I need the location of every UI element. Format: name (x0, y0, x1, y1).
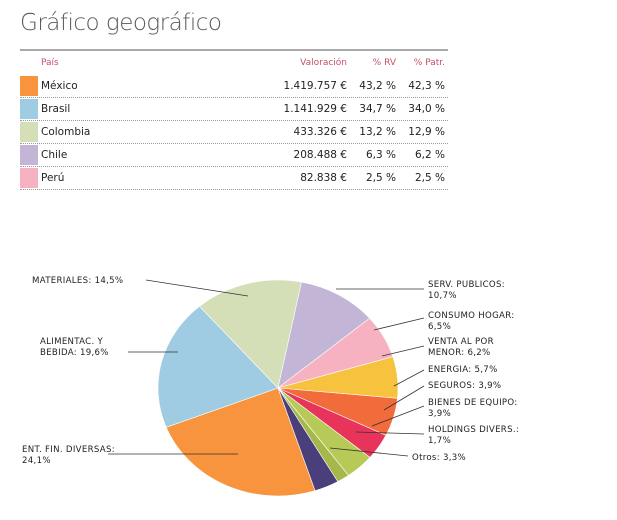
table-row: Colombia 433.326 € 13,2 % 12,9 % (20, 121, 448, 144)
cell-patrimony: 42,3 % (408, 80, 445, 92)
table-row: México 1.419.757 € 43,2 % 42,3 % (20, 75, 448, 98)
color-swatch (20, 76, 38, 96)
slice-label-line: 24,1% (22, 456, 51, 466)
leader-line (393, 369, 425, 387)
slice-label-line: 3,9% (428, 409, 451, 419)
slice-label-line: 6,5% (428, 322, 451, 332)
slice-label-line: ALIMENTAC. Y (40, 337, 104, 347)
color-swatch (20, 145, 38, 165)
slice-label: CONSUMO HOGAR: 6,5% (428, 311, 514, 332)
cell-rv: 13,2 % (359, 126, 396, 138)
cell-rv: 43,2 % (359, 80, 396, 92)
slice-label-line: HOLDINGS DIVERS.: (428, 425, 519, 435)
slice-label-line: MENOR: 6,2% (428, 348, 491, 358)
slice-label-line: ENERGIA: 5,7% (428, 365, 498, 375)
pie-slice (277, 387, 339, 492)
cell-valuation: 208.488 € (293, 149, 347, 161)
header-valuation: Valoración (300, 58, 347, 68)
cell-valuation: 433.326 € (293, 126, 347, 138)
slice-label-line: VENTA AL POR (428, 337, 494, 347)
slice-label: HOLDINGS DIVERS.: 1,7% (428, 425, 519, 446)
leader-line (371, 405, 425, 427)
color-swatch (20, 122, 38, 142)
cell-country: Colombia (41, 126, 91, 138)
page-title: Gráfico geográfico (20, 10, 222, 36)
slice-label-line: 1,7% (428, 436, 451, 446)
slice-label: SERV. PUBLICOS: 10,7% (428, 280, 505, 301)
slice-label-line: 10,7% (428, 291, 457, 301)
cell-country: Perú (41, 172, 65, 184)
slice-label: SEGUROS: 3,9% (428, 381, 501, 391)
table-row: Perú 82.838 € 2,5 % 2,5 % (20, 167, 448, 190)
cell-country: Chile (41, 149, 68, 161)
cell-country: México (41, 80, 78, 92)
slice-label: ALIMENTAC. Y BEBIDA: 19,6% (40, 337, 109, 358)
table-row: Brasil 1.141.929 € 34,7 % 34,0 % (20, 98, 448, 121)
header-patrimony: % Patr. (413, 58, 445, 68)
cell-patrimony: 34,0 % (408, 103, 445, 115)
leader-line (383, 385, 425, 411)
leader-line (355, 431, 425, 435)
cell-rv: 2,5 % (365, 172, 396, 184)
slice-label-line: SEGUROS: 3,9% (428, 381, 501, 391)
header-country: País (41, 58, 59, 68)
pie-slice (157, 305, 279, 428)
table-header: País Valoración % RV % Patr. (20, 51, 448, 75)
leader-line (329, 447, 409, 457)
slice-label: ENT. FIN. DIVERSAS: 24,1% (22, 445, 115, 466)
slice-label: BIENES DE EQUIPO: 3,9% (428, 398, 518, 419)
cell-rv: 6,3 % (365, 149, 396, 161)
leader-line (381, 345, 425, 357)
cell-patrimony: 6,2 % (414, 149, 445, 161)
cell-valuation: 1.141.929 € (283, 103, 347, 115)
slice-label-line: ENT. FIN. DIVERSAS: (22, 445, 115, 455)
leader-line (145, 279, 249, 297)
color-swatch (20, 168, 38, 188)
slice-label-line: Otros: 3,3% (412, 453, 466, 463)
color-swatch (20, 99, 38, 119)
cell-patrimony: 12,9 % (408, 126, 445, 138)
table-top-rule (20, 49, 448, 51)
slice-label: ENERGIA: 5,7% (428, 365, 498, 375)
slice-label-line: BIENES DE EQUIPO: (428, 398, 518, 408)
slice-label-line: BEBIDA: 19,6% (40, 348, 109, 358)
cell-rv: 34,7 % (359, 103, 396, 115)
slice-label: VENTA AL POR MENOR: 6,2% (428, 337, 494, 358)
cell-patrimony: 2,5 % (414, 172, 445, 184)
table-body: México 1.419.757 € 43,2 % 42,3 % Brasil … (20, 75, 448, 190)
slice-label: Otros: 3,3% (412, 453, 466, 463)
pie-slice (165, 387, 316, 497)
cell-country: Brasil (41, 103, 71, 115)
slice-label-line: CONSUMO HOGAR: (428, 311, 514, 321)
slice-label-line: SERV. PUBLICOS: (428, 280, 505, 290)
slice-label: MATERIALES: 14,5% (32, 276, 123, 286)
table-row: Chile 208.488 € 6,3 % 6,2 % (20, 144, 448, 167)
leader-line (373, 317, 425, 331)
cell-valuation: 82.838 € (300, 172, 347, 184)
header-rv: % RV (372, 58, 396, 68)
cell-valuation: 1.419.757 € (283, 80, 347, 92)
slice-label-line: MATERIALES: 14,5% (32, 276, 123, 286)
pie-slice (277, 281, 371, 389)
pie-slice (199, 279, 302, 389)
geographic-table: País Valoración % RV % Patr. México 1.41… (20, 49, 448, 190)
